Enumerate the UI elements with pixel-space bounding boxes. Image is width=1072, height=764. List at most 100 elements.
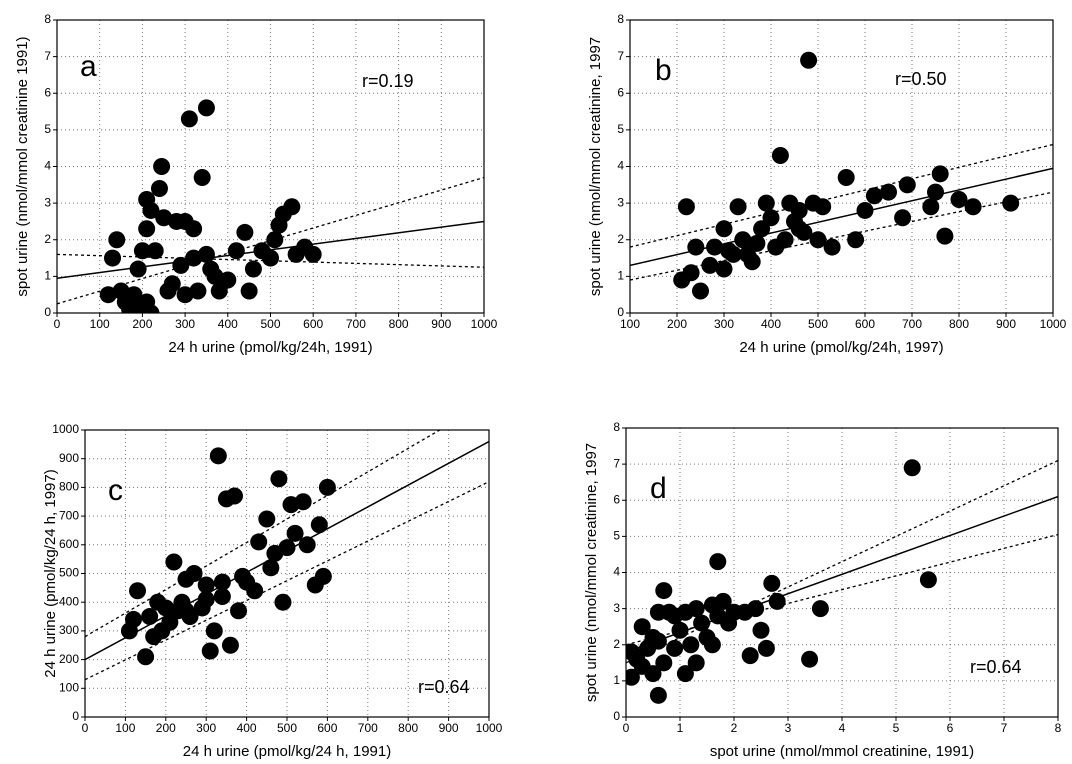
point [177, 602, 195, 620]
point [219, 271, 237, 289]
point [676, 665, 694, 683]
panel-label: c [108, 474, 123, 507]
y-tick-label: 4 [617, 159, 624, 173]
point [931, 165, 949, 183]
point [880, 183, 897, 201]
point [274, 593, 292, 611]
x-tick-label: 300 [714, 317, 734, 331]
point [677, 198, 695, 216]
x-tick-label: 300 [175, 317, 195, 331]
point [240, 282, 258, 300]
point [655, 654, 673, 672]
point [763, 574, 781, 592]
point [644, 629, 662, 647]
point [903, 459, 921, 477]
x-tick-label: 1000 [471, 317, 498, 331]
point [847, 231, 865, 249]
x-tick-label: 600 [317, 721, 337, 735]
point [124, 610, 142, 628]
point [801, 650, 819, 668]
point [649, 686, 667, 704]
point [687, 238, 705, 256]
y-tick-label: 300 [59, 623, 79, 637]
y-tick-label: 0 [613, 709, 620, 723]
y-tick-label: 3 [613, 601, 620, 615]
point [687, 654, 705, 672]
point [104, 249, 122, 267]
annotation: r=0.64 [970, 657, 1022, 677]
y-tick-label: 0 [44, 305, 51, 319]
point [153, 158, 171, 175]
y-tick-label: 1 [617, 269, 624, 283]
point [762, 209, 780, 227]
y-tick-label: 600 [59, 537, 79, 551]
point [747, 600, 765, 618]
point [209, 447, 227, 465]
y-axis-label: 24 h urine (pmol/kg/24 h, 1997) [42, 469, 59, 677]
y-tick-label: 500 [59, 566, 79, 580]
point [655, 582, 673, 600]
plot-frame [625, 427, 1059, 718]
x-tick-label: 200 [156, 721, 176, 735]
point [865, 187, 883, 205]
x-tick-label: 900 [996, 317, 1016, 331]
y-tick-label: 0 [72, 709, 79, 723]
point [318, 478, 336, 496]
x-tick-label: 900 [431, 317, 451, 331]
x-tick-label: 800 [398, 721, 418, 735]
point [757, 639, 775, 657]
annotation: r=0.50 [895, 69, 947, 89]
point [757, 194, 775, 212]
y-tick-label: 2 [617, 232, 624, 246]
point [919, 571, 937, 589]
point [898, 176, 916, 194]
y-tick-label: 900 [59, 451, 79, 465]
point [811, 600, 829, 618]
annotation: r=0.64 [418, 677, 470, 697]
point [314, 567, 332, 585]
x-tick-label: 700 [346, 317, 366, 331]
point [197, 99, 215, 117]
point [236, 223, 254, 241]
x-tick-label: 5 [893, 721, 900, 735]
y-tick-label: 1 [613, 673, 620, 687]
x-tick-label: 3 [785, 721, 792, 735]
point [142, 201, 160, 219]
x-tick-label: 300 [196, 721, 216, 735]
x-axis-label: 24 h urine (pmol/kg/24 h, 1991) [183, 743, 391, 760]
y-tick-label: 7 [613, 456, 620, 470]
y-tick-label: 4 [613, 565, 620, 579]
x-tick-label: 500 [808, 317, 828, 331]
point [270, 470, 288, 488]
point [129, 582, 147, 600]
point [262, 249, 279, 267]
point [180, 110, 198, 128]
point [814, 198, 832, 216]
y-tick-label: 1 [44, 269, 51, 283]
point [258, 510, 276, 528]
x-tick-label: 600 [855, 317, 875, 331]
y-tick-label: 7 [617, 49, 624, 63]
point [714, 592, 732, 610]
panel-label: d [650, 472, 667, 505]
point [150, 179, 168, 197]
point [682, 636, 700, 654]
point [734, 231, 752, 249]
panel: 0 100 200 300 400 500 600 700 800 900 1000 0 1 2 3 4 5 6 7… [14, 12, 498, 356]
panel-label: b [655, 54, 672, 87]
confidence-line [630, 143, 1053, 248]
point [176, 286, 194, 304]
point [221, 636, 239, 654]
point [894, 209, 912, 227]
x-tick-label: 800 [389, 317, 409, 331]
y-tick-label: 700 [59, 508, 79, 522]
point [701, 256, 719, 274]
x-tick-label: 900 [439, 721, 459, 735]
point [310, 516, 328, 534]
plot-area [57, 99, 484, 313]
point [262, 559, 280, 577]
point [294, 493, 312, 511]
point [633, 618, 651, 636]
plot-area [630, 51, 1053, 300]
x-axis-label: spot urine (nmol/mmol creatinine, 1991) [710, 743, 974, 760]
